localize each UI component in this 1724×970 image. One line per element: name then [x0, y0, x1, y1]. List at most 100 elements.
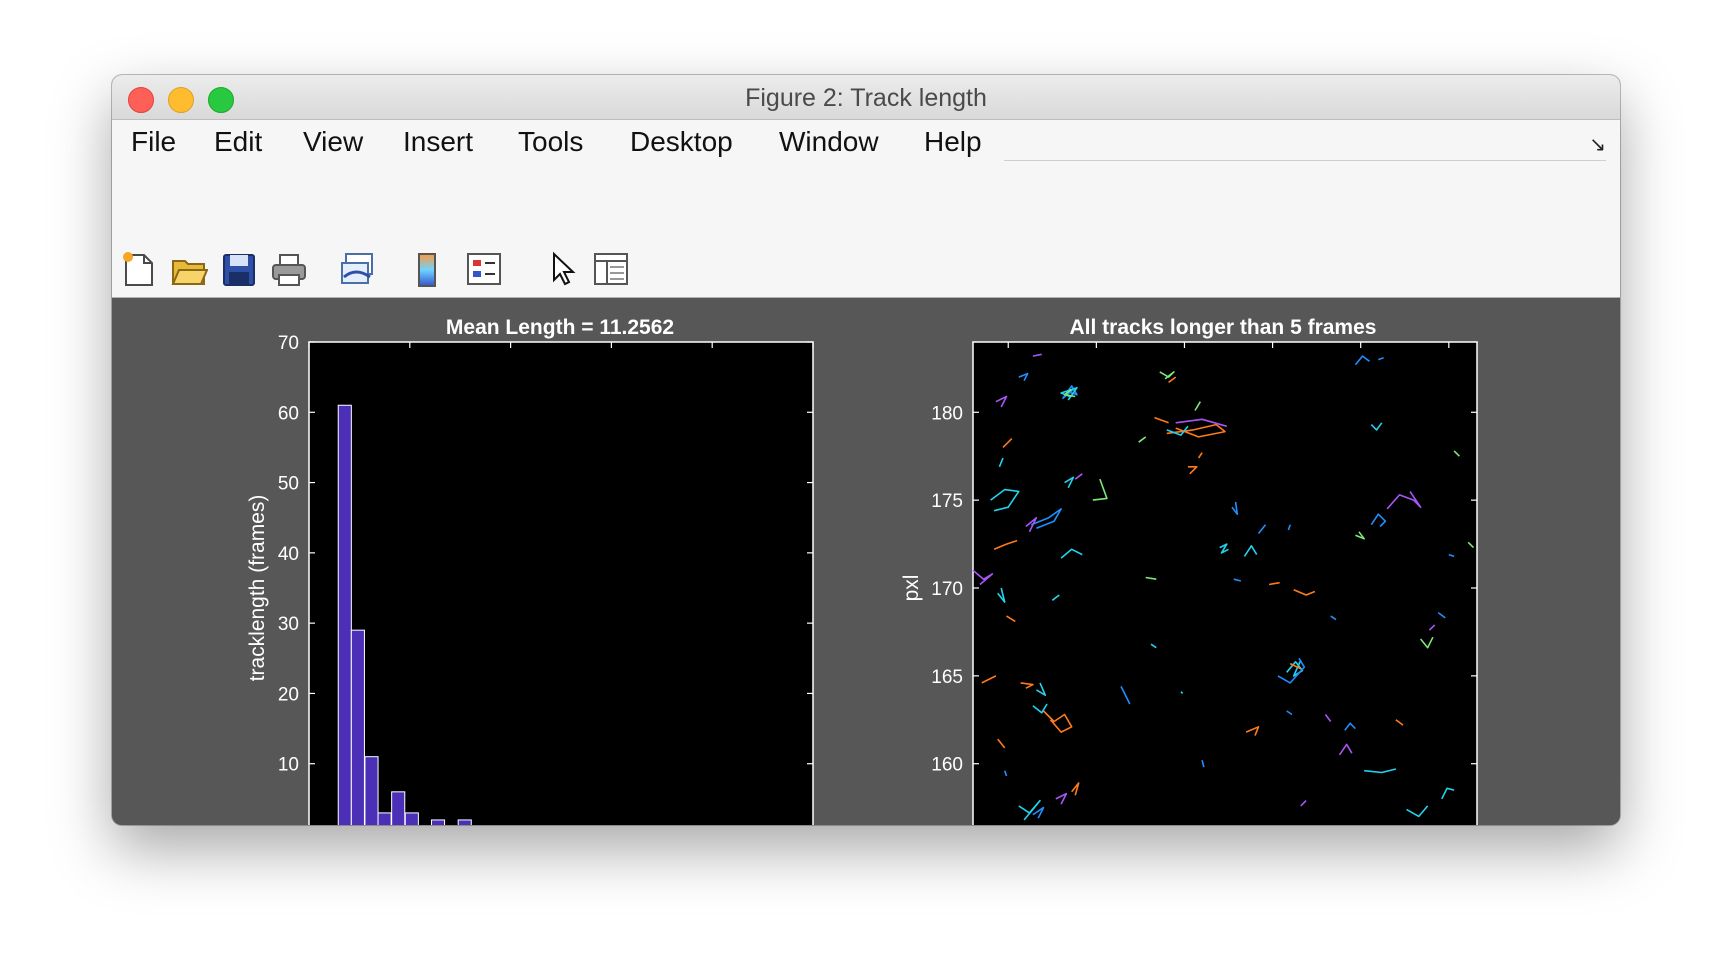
- tracks-axes[interactable]: [972, 341, 1478, 825]
- track-line: [1051, 594, 1060, 601]
- menu-window[interactable]: Window: [779, 126, 879, 157]
- track-line: [1032, 703, 1048, 714]
- histogram-bar[interactable]: [377, 812, 392, 825]
- track-line: [1063, 388, 1076, 398]
- track-line: [1018, 799, 1041, 821]
- track-line: [1071, 782, 1080, 796]
- histogram-chart: Mean Length = 11.2562 020406080100 01020…: [246, 316, 814, 825]
- track-line: [1406, 805, 1429, 818]
- window-title: Figure 2: Track length: [745, 84, 987, 112]
- figure-window: Figure 2: Track length File Edit View In…: [112, 75, 1620, 825]
- track-line: [1448, 553, 1455, 558]
- track-line: [1370, 513, 1387, 528]
- plot-area: Mean Length = 11.2562 020406080100 01020…: [112, 298, 1620, 825]
- track-line: [1395, 719, 1404, 726]
- track-line: [1378, 357, 1384, 361]
- histogram-bar[interactable]: [364, 756, 379, 825]
- histogram-bar[interactable]: [430, 819, 446, 825]
- tracks-ytick-label: 165: [931, 667, 963, 688]
- track-line: [1338, 743, 1353, 756]
- save-icon[interactable]: [220, 249, 258, 289]
- histogram-bar[interactable]: [391, 791, 406, 825]
- histogram-title: Mean Length = 11.2562: [446, 316, 674, 339]
- track-line: [1257, 524, 1267, 534]
- track-line: [1428, 624, 1436, 631]
- menu-desktop[interactable]: Desktop: [630, 126, 733, 157]
- tracks-chart: All tracks longer than 5 frames 11512012…: [900, 316, 1478, 825]
- track-line: [1441, 787, 1455, 800]
- track-line: [1355, 531, 1365, 540]
- track-line: [1197, 452, 1203, 459]
- track-line: [995, 395, 1008, 408]
- track-line: [1003, 770, 1008, 777]
- track-line: [1018, 372, 1029, 382]
- track-line: [1006, 615, 1016, 623]
- track-line: [1175, 418, 1228, 428]
- track-line: [998, 457, 1004, 468]
- track-line: [1035, 682, 1047, 697]
- track-line: [972, 569, 994, 586]
- histogram-bar[interactable]: [337, 404, 352, 825]
- tracks-ytick-label: 175: [931, 491, 963, 512]
- track-line: [1344, 722, 1356, 731]
- track-line: [1293, 589, 1316, 596]
- maximize-button[interactable]: [208, 87, 234, 113]
- track-line: [1354, 355, 1370, 366]
- track-line: [1201, 760, 1205, 768]
- track-line: [1042, 710, 1073, 733]
- track-line: [1188, 466, 1198, 475]
- histogram-bar[interactable]: [404, 812, 419, 825]
- track-line: [1055, 792, 1068, 805]
- track-line: [1437, 611, 1446, 619]
- track-line: [1168, 376, 1177, 384]
- track-line: [1330, 615, 1337, 621]
- colorbar-icon[interactable]: [408, 249, 446, 289]
- track-line: [1243, 545, 1258, 557]
- track-line: [1364, 768, 1397, 774]
- track-line: [1219, 543, 1229, 554]
- menu-file[interactable]: File: [131, 126, 177, 157]
- menu-divider: [1004, 160, 1606, 161]
- track-line: [1166, 423, 1226, 438]
- menu-tools[interactable]: Tools: [518, 126, 584, 157]
- histogram-bar[interactable]: [457, 819, 472, 825]
- title-bar: Figure 2: Track length: [112, 75, 1620, 120]
- toolbar: [112, 161, 1620, 298]
- track-line: [1453, 450, 1460, 457]
- track-line: [993, 539, 1018, 551]
- tracks-title: All tracks longer than 5 frames: [1070, 316, 1377, 339]
- histogram-ytick-label: 40: [278, 544, 299, 565]
- menu-insert[interactable]: Insert: [403, 126, 474, 157]
- track-line: [990, 488, 1020, 512]
- menu-help[interactable]: Help: [924, 126, 982, 157]
- property-inspector-icon[interactable]: [592, 249, 630, 289]
- histogram-ylabel: tracklength (frames): [246, 495, 269, 682]
- track-line: [1289, 662, 1302, 670]
- track-line: [1166, 425, 1189, 436]
- minimize-button[interactable]: [168, 87, 194, 113]
- track-line: [1154, 416, 1169, 424]
- track-line: [1002, 438, 1013, 448]
- track-line: [1467, 541, 1475, 549]
- histogram-axes[interactable]: [308, 341, 814, 825]
- new-figure-icon[interactable]: [120, 249, 158, 289]
- track-line: [1074, 473, 1083, 480]
- track-line: [1245, 725, 1260, 736]
- track-line: [1268, 581, 1280, 586]
- pointer-icon[interactable]: [542, 249, 578, 289]
- histogram-bar[interactable]: [350, 629, 365, 825]
- legend-icon[interactable]: [464, 249, 504, 289]
- track-line: [1324, 714, 1332, 722]
- track-line: [1030, 508, 1062, 530]
- open-file-icon[interactable]: [170, 249, 208, 289]
- resize-arrow-icon[interactable]: ↘: [1589, 134, 1606, 156]
- menu-view[interactable]: View: [303, 126, 364, 157]
- menu-bar: File Edit View Insert Tools Desktop Wind…: [112, 120, 1620, 161]
- track-line: [981, 675, 997, 684]
- track-line: [1233, 578, 1242, 582]
- link-icon[interactable]: [338, 249, 378, 289]
- close-button[interactable]: [128, 87, 154, 113]
- print-icon[interactable]: [270, 249, 308, 289]
- histogram-ytick-label: 20: [278, 684, 299, 705]
- menu-edit[interactable]: Edit: [214, 126, 263, 157]
